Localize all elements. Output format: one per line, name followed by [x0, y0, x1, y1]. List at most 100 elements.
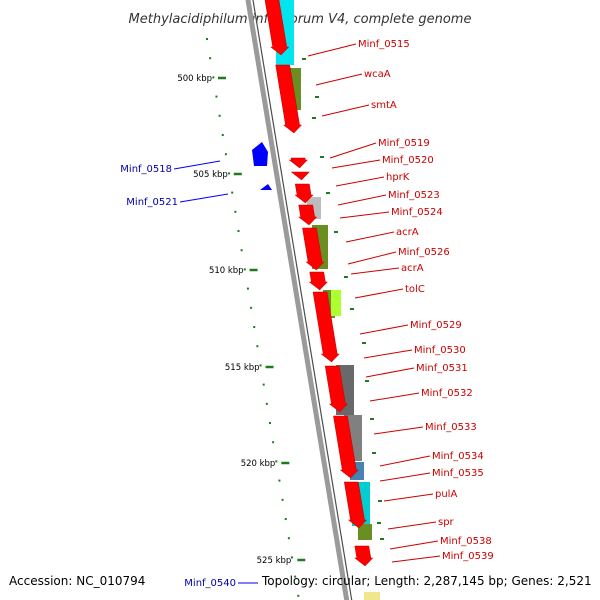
label-leader-line — [347, 251, 397, 265]
scale-dot — [234, 210, 237, 213]
label-leader-line — [391, 555, 441, 563]
gene-label: Minf_0524 — [391, 207, 443, 218]
track-dot — [370, 418, 374, 420]
label-leader-line — [179, 193, 229, 203]
feature-box — [364, 592, 380, 600]
gene-label: pulA — [435, 489, 457, 500]
label-leader-line — [339, 211, 390, 219]
label-leader-line — [350, 267, 400, 275]
scale-dot — [218, 114, 221, 117]
label-leader-line — [379, 472, 431, 482]
gene-label: Minf_0538 — [440, 536, 492, 547]
gene-label: Minf_0534 — [432, 451, 484, 462]
scale-dots — [206, 38, 384, 597]
scale-dot — [221, 134, 224, 136]
gene-label: Minf_0532 — [421, 388, 473, 399]
scale-dot — [272, 441, 275, 444]
scale-dot — [275, 460, 278, 463]
gene-label: Minf_0531 — [416, 363, 468, 374]
scale-dot — [253, 326, 256, 328]
genome-backbone — [245, 0, 353, 600]
gene-arrow — [333, 415, 359, 479]
gene-arrow — [275, 64, 303, 134]
label-leader-line — [321, 104, 370, 117]
scale-dot — [256, 345, 259, 348]
track-dot — [302, 58, 306, 60]
gene-arrow — [302, 227, 325, 271]
gene-arrow — [294, 183, 314, 204]
label-leader-line — [335, 176, 385, 187]
scale-tick-label: 500 kbp — [177, 74, 212, 84]
gene-label: Minf_0529 — [410, 320, 462, 331]
scale-dot — [215, 95, 218, 98]
label-leader-line — [329, 142, 377, 159]
scale-dot — [259, 364, 262, 367]
track-dot — [362, 342, 366, 344]
gene-label: tolC — [405, 284, 425, 295]
gene-label: Minf_0530 — [414, 345, 466, 356]
accession-text: Accession: NC_010794 — [9, 574, 146, 588]
track-dot — [312, 117, 316, 119]
gene-label: Minf_0521 — [126, 197, 178, 208]
scale-dot — [278, 479, 281, 482]
scale-dot — [250, 306, 253, 309]
label-leader-line — [337, 194, 387, 206]
label-leader-line — [365, 367, 415, 378]
label-leader-line — [354, 288, 404, 299]
track-dot — [372, 452, 376, 454]
scale-dot — [265, 402, 268, 405]
scale-dot — [281, 498, 284, 501]
topology-text: Topology: circular; Length: 2,287,145 bp… — [262, 574, 592, 588]
track-dot — [365, 380, 369, 382]
scale-dot — [240, 249, 243, 252]
label-leader-line — [315, 73, 363, 86]
track-dot — [344, 276, 348, 278]
gene-arrow — [297, 204, 318, 226]
scale-dot — [262, 383, 265, 386]
gene-label: Minf_0515 — [358, 39, 410, 50]
gene-arrow — [354, 545, 374, 567]
scale-dot — [237, 230, 240, 232]
scale-dot — [231, 191, 234, 194]
scale-tick-label: 505 kbp — [193, 170, 228, 180]
label-leader-line — [345, 231, 395, 243]
gene-label: Minf_0526 — [398, 247, 450, 258]
scale-dot — [294, 575, 297, 578]
map-title: Methylacidiphilum infernorum V4, complet… — [129, 12, 472, 27]
reverse-gene-arrow — [260, 184, 272, 190]
scale-dot — [206, 38, 208, 40]
gene-label: acrA — [396, 227, 419, 238]
gene-label: Minf_0519 — [378, 138, 430, 149]
feature-box — [331, 290, 341, 316]
label-leader-line — [369, 392, 420, 402]
feature-box — [358, 524, 372, 540]
label-leader-line — [383, 493, 434, 502]
gene-arrow — [264, 0, 290, 56]
label-leader-line — [379, 455, 431, 467]
gene-label: wcaA — [364, 69, 391, 80]
scale-dot — [209, 57, 212, 60]
gene-arrow — [288, 157, 308, 169]
scale-ticks: 500 kbp 505 kbp 510 kbp 515 kbp 520 kbp 525 k… — [177, 74, 306, 566]
gene-arrow — [308, 271, 328, 291]
label-leader-line — [387, 521, 437, 530]
gene-arrow — [312, 291, 340, 363]
gene-arrow — [324, 365, 349, 413]
track-dot — [380, 538, 384, 540]
track-dot — [320, 156, 324, 158]
scale-tick-label: 515 kbp — [225, 363, 260, 373]
gene-arrow — [290, 171, 310, 181]
gene-label: Minf_0540 — [184, 578, 236, 589]
gene-label: Minf_0523 — [388, 190, 440, 201]
gene-arrows — [252, 0, 374, 567]
track-dot — [350, 308, 354, 310]
label-leader-line — [373, 426, 424, 435]
gene-arrow — [343, 481, 368, 529]
scale-tick-label: 520 kbp — [241, 459, 276, 469]
gene-label: Minf_0535 — [432, 468, 484, 479]
label-leader-line — [173, 160, 221, 170]
track-dot — [334, 231, 338, 233]
scale-dot — [224, 153, 227, 156]
scale-dot — [212, 76, 215, 79]
